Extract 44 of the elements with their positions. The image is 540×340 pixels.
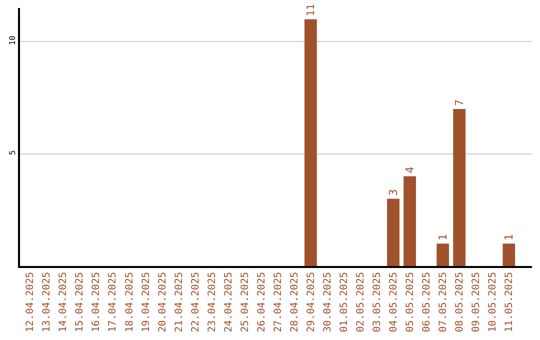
y-tick-label: 5 (8, 150, 17, 156)
x-tick-label: 25.04.2025 (240, 272, 251, 332)
x-tick-label: 18.04.2025 (124, 272, 136, 332)
x-tick-label: 10.05.2025 (488, 272, 499, 332)
x-tick-label: 05.05.2025 (405, 272, 416, 332)
x-tick-label: 16.04.2025 (91, 272, 102, 332)
bar (453, 108, 466, 266)
x-tick-label: 12.04.2025 (25, 272, 36, 332)
x-tick-label: 22.04.2025 (190, 272, 202, 332)
data-label: 4 (403, 166, 416, 174)
x-tick-label: 23.04.2025 (206, 272, 218, 332)
x-tick-label: 01.05.2025 (338, 272, 350, 332)
x-tick-label: 30.04.2025 (322, 272, 334, 332)
x-tick-label: 13.04.2025 (42, 272, 53, 332)
data-label: 1 (502, 234, 516, 241)
x-tick-label: 29.04.2025 (306, 272, 317, 332)
data-label: 1 (436, 234, 450, 241)
bar (304, 19, 317, 266)
x-tick-label: 07.05.2025 (438, 272, 450, 332)
x-tick-label: 04.05.2025 (388, 272, 400, 332)
x-tick-label: 24.04.2025 (223, 272, 234, 332)
x-tick-label: 19.04.2025 (140, 272, 152, 332)
data-label: 11 (304, 4, 317, 16)
x-tick-label: 08.05.2025 (454, 272, 466, 332)
x-tick-label: 09.05.2025 (471, 272, 482, 332)
x-tick-label: 20.04.2025 (157, 272, 168, 332)
x-tick-label: 14.04.2025 (58, 272, 70, 332)
bar (436, 244, 450, 266)
data-label: 7 (452, 99, 466, 106)
x-tick-label: 26.04.2025 (256, 272, 268, 332)
x-tick-label: 15.04.2025 (74, 272, 86, 332)
bar (502, 244, 516, 266)
bar (404, 176, 416, 266)
bar (387, 198, 400, 266)
x-tick-label: 06.05.2025 (422, 272, 433, 332)
x-tick-label: 02.05.2025 (355, 272, 366, 332)
x-tick-label: 28.04.2025 (289, 272, 300, 332)
y-tick-label: 10 (8, 35, 17, 46)
data-label: 3 (386, 189, 400, 196)
x-tick-label: 11.05.2025 (504, 272, 516, 332)
x-tick-label: 21.04.2025 (174, 272, 185, 332)
x-tick-label: 27.04.2025 (272, 272, 284, 332)
x-tick-label: 03.05.2025 (372, 272, 383, 332)
x-tick-label: 17.04.2025 (108, 272, 119, 332)
